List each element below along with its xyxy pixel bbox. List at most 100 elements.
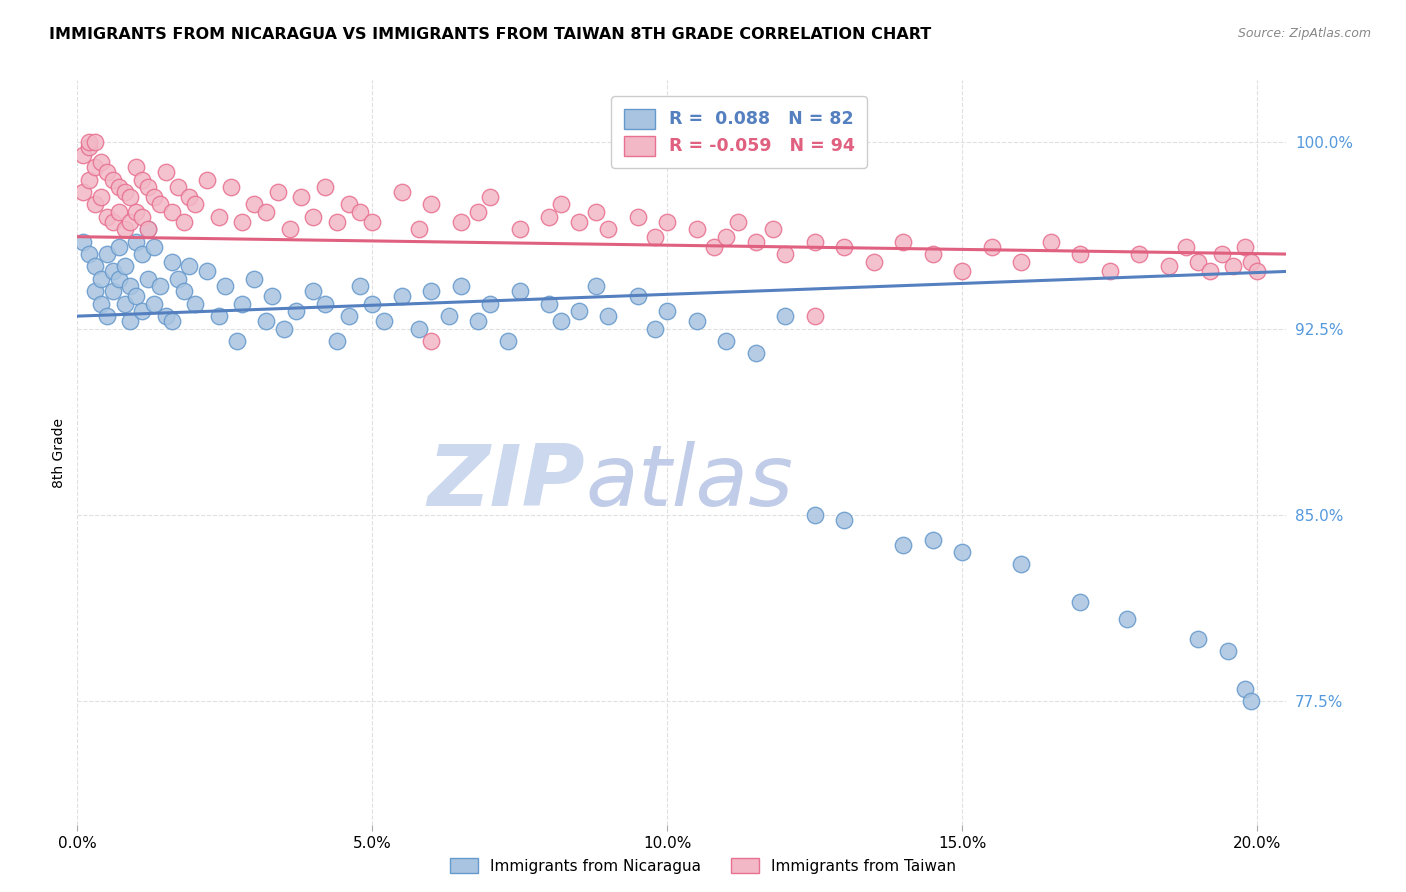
Point <box>509 222 531 236</box>
Point <box>225 334 247 348</box>
Point <box>231 215 253 229</box>
Point <box>921 247 943 261</box>
Point <box>685 222 707 236</box>
Point <box>184 296 207 310</box>
Point <box>1010 254 1032 268</box>
Point <box>136 222 159 236</box>
Point <box>143 239 166 253</box>
Point <box>77 247 100 261</box>
Point <box>1246 264 1268 278</box>
Point <box>714 229 737 244</box>
Point <box>155 309 177 323</box>
Point <box>627 289 650 303</box>
Point <box>361 296 384 310</box>
Point <box>179 190 201 204</box>
Point <box>657 304 679 318</box>
Point <box>72 235 94 249</box>
Point <box>479 190 502 204</box>
Point <box>114 260 136 274</box>
Point <box>101 172 124 186</box>
Point <box>921 533 943 547</box>
Point <box>107 205 129 219</box>
Text: Source: ZipAtlas.com: Source: ZipAtlas.com <box>1237 27 1371 40</box>
Point <box>131 247 153 261</box>
Point <box>101 264 124 278</box>
Point <box>114 222 136 236</box>
Point <box>408 222 430 236</box>
Point <box>337 197 360 211</box>
Point <box>302 210 325 224</box>
Point <box>84 160 107 174</box>
Point <box>1240 694 1263 708</box>
Point <box>644 229 666 244</box>
Point <box>96 165 118 179</box>
Point <box>727 215 749 229</box>
Point <box>585 279 607 293</box>
Point <box>160 314 183 328</box>
Point <box>72 185 94 199</box>
Point <box>143 190 166 204</box>
Point <box>173 215 195 229</box>
Point <box>585 205 607 219</box>
Point <box>326 215 349 229</box>
Point <box>131 172 153 186</box>
Point <box>685 314 707 328</box>
Legend: R =  0.088   N = 82, R = -0.059   N = 94: R = 0.088 N = 82, R = -0.059 N = 94 <box>612 96 866 168</box>
Point <box>408 321 430 335</box>
Point <box>125 289 148 303</box>
Point <box>243 197 266 211</box>
Point <box>260 289 283 303</box>
Point <box>391 185 413 199</box>
Point <box>131 210 153 224</box>
Point <box>1098 264 1121 278</box>
Point <box>550 197 572 211</box>
Point <box>107 239 129 253</box>
Point <box>173 285 195 299</box>
Point <box>195 172 218 186</box>
Point <box>84 260 107 274</box>
Point <box>496 334 519 348</box>
Point <box>479 296 502 310</box>
Point <box>1010 558 1032 572</box>
Point <box>550 314 572 328</box>
Point <box>891 537 914 551</box>
Point <box>120 190 142 204</box>
Point <box>84 136 107 150</box>
Legend: Immigrants from Nicaragua, Immigrants from Taiwan: Immigrants from Nicaragua, Immigrants fr… <box>444 852 962 880</box>
Point <box>136 272 159 286</box>
Point <box>136 180 159 194</box>
Point <box>1240 254 1263 268</box>
Point <box>467 205 489 219</box>
Point <box>744 346 766 360</box>
Point <box>254 314 277 328</box>
Point <box>314 296 336 310</box>
Point <box>803 508 825 522</box>
Point <box>72 147 94 162</box>
Point <box>243 272 266 286</box>
Point <box>114 185 136 199</box>
Point <box>832 239 855 253</box>
Point <box>107 272 129 286</box>
Point <box>90 190 112 204</box>
Point <box>290 190 312 204</box>
Text: atlas: atlas <box>585 441 793 524</box>
Point <box>950 264 973 278</box>
Point <box>184 197 207 211</box>
Point <box>361 215 384 229</box>
Point <box>302 285 325 299</box>
Point <box>136 222 159 236</box>
Point <box>101 215 124 229</box>
Point <box>1222 260 1244 274</box>
Point <box>219 180 242 194</box>
Point <box>1198 264 1220 278</box>
Point <box>155 165 177 179</box>
Point <box>90 272 112 286</box>
Point <box>90 155 112 169</box>
Text: ZIP: ZIP <box>427 441 585 524</box>
Point <box>166 272 188 286</box>
Point <box>1234 681 1257 696</box>
Point <box>1069 594 1091 608</box>
Point <box>1069 247 1091 261</box>
Point <box>657 215 679 229</box>
Point <box>1116 612 1139 626</box>
